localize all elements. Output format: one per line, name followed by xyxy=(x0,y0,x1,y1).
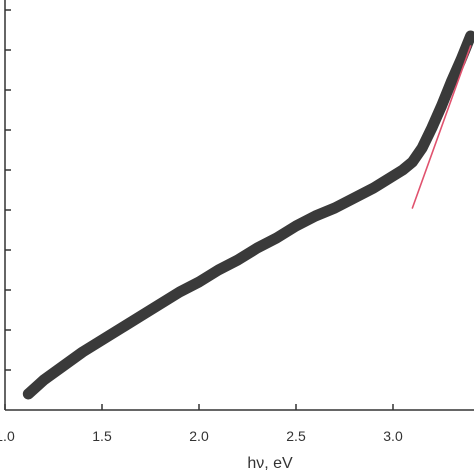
ticks xyxy=(4,9,394,410)
x-tick-label: 1.0 xyxy=(0,428,15,444)
data-curve xyxy=(22,30,474,400)
x-axis-title: hν, eV xyxy=(247,455,293,472)
x-tick-label: 2.5 xyxy=(286,428,306,444)
axes xyxy=(4,0,474,411)
fit-line xyxy=(411,45,472,209)
tick-labels: 1.0 1.5 2.0 2.5 3.0 xyxy=(0,428,403,444)
x-tick-label: 1.5 xyxy=(92,428,112,444)
plot-area xyxy=(22,30,474,400)
x-tick-label: 3.0 xyxy=(383,428,403,444)
x-tick-label: 2.0 xyxy=(189,428,209,444)
